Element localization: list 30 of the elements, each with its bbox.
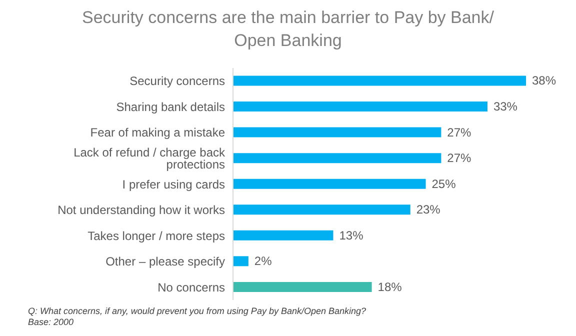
data-label: 33%	[493, 100, 518, 114]
y-tick-label: Other – please specify	[106, 254, 225, 269]
y-tick-label: No concerns	[158, 280, 225, 294]
data-label: 13%	[339, 228, 364, 242]
y-tick-label: Sharing bank details	[116, 100, 225, 114]
bar	[233, 76, 526, 86]
bar	[233, 102, 488, 112]
bar	[233, 204, 410, 215]
bar	[233, 178, 426, 189]
y-tick-label: Fear of making a mistake	[90, 126, 226, 140]
y-tick-label: Not understanding how it works	[58, 203, 225, 218]
data-label: 27%	[447, 125, 472, 140]
data-label: 25%	[432, 176, 456, 191]
bar	[233, 256, 248, 266]
y-tick-label: Takes longer / more steps	[88, 228, 225, 243]
data-label: 18%	[378, 280, 402, 294]
y-tick-label: I prefer using cards	[122, 177, 225, 192]
data-label: 27%	[447, 151, 472, 166]
data-label: 2%	[254, 254, 272, 268]
chart-title: Security concerns are the main barrier to Pay by Bank/ Open Banking	[81, 7, 495, 52]
bar	[233, 127, 442, 138]
bar	[233, 230, 334, 240]
y-tick-label: Lack of refund / charge back protections	[74, 145, 226, 172]
text: Q: What concerns, if any, would prevent you from using Pay by Bank/Open Banking?	[28, 306, 366, 317]
text: Base: 2000	[28, 317, 75, 328]
y-tick-label: Security concerns	[130, 74, 225, 88]
data-label: 38%	[532, 74, 556, 88]
bar	[233, 282, 372, 292]
data-label: 23%	[416, 202, 441, 217]
bar	[233, 153, 442, 164]
